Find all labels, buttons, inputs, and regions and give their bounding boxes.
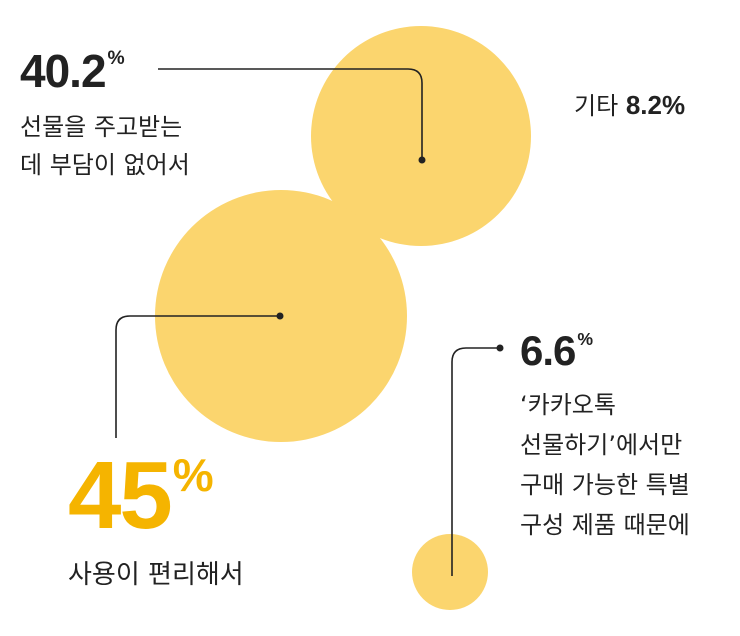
bubble-exclusive [412,534,488,610]
value-exclusive-number: 6.6 [520,327,576,374]
leader-dot-burden [418,156,426,164]
desc-convenient: 사용이 편리해서 [68,556,244,594]
value-burden: 40.2% [20,45,125,97]
desc-burden-line-2: 데 부담이 없어서 [20,151,190,179]
label-other-value: 8.2% [625,90,686,120]
value-convenient-unit: % [172,449,214,501]
leader-line-burden [158,68,423,160]
leader-dot-exclusive [496,344,504,352]
leader-dot-convenient [276,312,284,320]
desc-exclusive-line-1: ‘카카오톡 [520,391,616,419]
desc-exclusive-line-2: 선물하기’에서만 [520,431,683,459]
value-exclusive-unit: % [577,328,593,349]
value-convenient: 45% [68,448,214,544]
desc-exclusive-line-4: 구성 제품 때문에 [520,511,690,539]
value-burden-unit: % [107,47,125,69]
value-exclusive: 6.6% [520,327,593,374]
value-burden-number: 40.2 [20,45,107,97]
label-other-prefix: 기타 [574,92,619,120]
desc-convenient-line-1: 사용이 편리해서 [68,560,244,590]
desc-exclusive: ‘카카오톡 선물하기’에서만 구매 가능한 특별 구성 제품 때문에 [520,385,690,545]
bubble-burden [311,26,531,246]
label-other: 기타 8.2% [574,86,685,125]
desc-burden: 선물을 주고받는 데 부담이 없어서 [20,108,190,184]
value-convenient-number: 45 [68,442,173,549]
desc-exclusive-line-3: 구매 가능한 특별 [520,471,690,499]
leader-line-convenient [115,315,280,438]
leader-line-exclusive [451,347,500,576]
desc-burden-line-1: 선물을 주고받는 [20,113,183,141]
